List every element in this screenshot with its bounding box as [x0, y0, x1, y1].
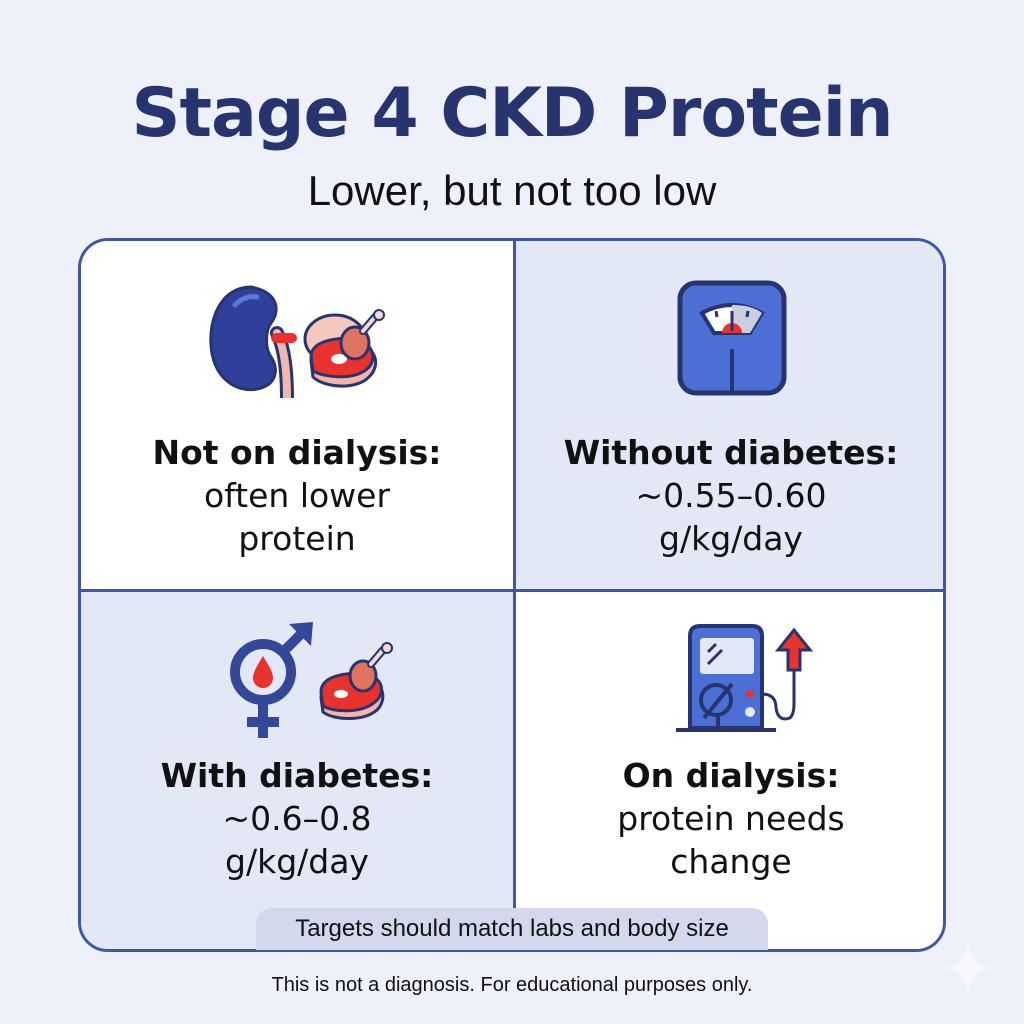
cell-heading: Not on dialysis:	[152, 433, 442, 472]
cell-heading: Without diabetes:	[563, 433, 899, 472]
targets-note: Targets should match labs and body size	[256, 908, 768, 950]
horizontal-divider	[81, 589, 943, 592]
dialysis-machine-arrow-up-icon	[676, 624, 814, 732]
cell-line: g/kg/day	[659, 519, 803, 558]
cell-heading: With diabetes:	[160, 756, 434, 795]
cell-line: ~0.6–0.8	[222, 799, 372, 838]
sparkle-icon	[944, 944, 992, 992]
kidney-and-meat-icon	[209, 285, 385, 398]
cell-heading: On dialysis:	[622, 756, 840, 795]
cell-line: ~0.55–0.60	[635, 476, 827, 515]
grid-cell-without-diabetes: Without diabetes: ~0.55–0.60 g/kg/day	[516, 241, 943, 589]
cell-line: change	[670, 842, 792, 881]
grid-cell-with-diabetes: With diabetes: ~0.6–0.8 g/kg/day	[81, 592, 513, 949]
page-title: Stage 4 CKD Protein	[131, 74, 894, 153]
grid-cell-not-on-dialysis: Not on dialysis: often lower protein	[81, 241, 513, 589]
weight-scale-icon	[677, 280, 787, 396]
cell-line: protein	[238, 519, 356, 558]
gender-blood-drop-and-meat-icon	[230, 622, 393, 738]
cell-line: g/kg/day	[225, 842, 369, 881]
vertical-divider	[513, 241, 516, 949]
info-grid-card: Not on dialysis: often lower protein Wit…	[78, 238, 946, 952]
page-subtitle: Lower, but not too low	[307, 167, 717, 214]
cell-line: protein needs	[617, 799, 845, 838]
grid-cell-on-dialysis: On dialysis: protein needs change	[516, 592, 943, 949]
cell-line: often lower	[203, 476, 391, 515]
disclaimer: This is not a diagnosis. For educational…	[271, 974, 753, 996]
